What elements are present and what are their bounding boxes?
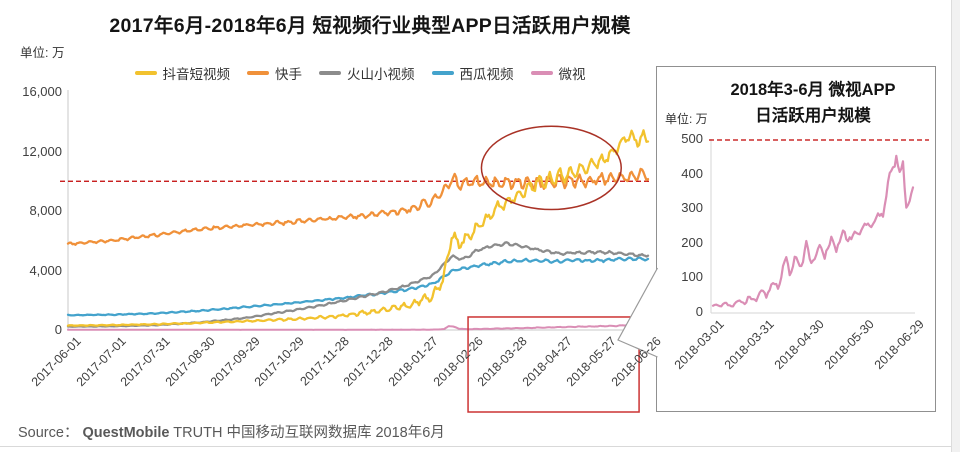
source-line: Source： QuestMobile TRUTH 中国移动互联网数据库 201… bbox=[18, 421, 445, 442]
page-right-edge bbox=[951, 0, 960, 452]
legend-swatch-huoshan bbox=[319, 71, 341, 75]
inset-y-tick-label: 100 bbox=[681, 269, 703, 285]
legend-item-weishi: 微视 bbox=[530, 63, 586, 83]
inset-y-tick-label: 0 bbox=[695, 304, 703, 319]
series-line-weishi bbox=[67, 322, 649, 331]
series-line-weishi-inset bbox=[711, 154, 915, 308]
legend-label: 火山小视频 bbox=[347, 67, 415, 82]
legend-item-douyin: 抖音短视频 bbox=[134, 63, 231, 83]
inset-panel: 2018年3-6月 微视APP 日活跃用户规模 单位: 万 0 100 200 300… bbox=[656, 66, 936, 412]
inset-y-tick-label: 500 bbox=[681, 131, 703, 146]
legend-label: 微视 bbox=[558, 67, 586, 82]
y-tick-label: 4,000 bbox=[29, 262, 62, 278]
inset-y-tick-label: 200 bbox=[681, 234, 703, 250]
y-tick-label: 12,000 bbox=[22, 143, 62, 159]
inset-title-line2: 日活跃用户规模 bbox=[755, 107, 871, 125]
source-prefix: Source： bbox=[18, 425, 79, 441]
inset-chart-svg bbox=[709, 139, 929, 314]
legend-label: 抖音短视频 bbox=[162, 67, 231, 82]
series-line-douyin bbox=[66, 129, 650, 327]
inset-title: 2018年3-6月 微视APP 日活跃用户规模 bbox=[699, 77, 927, 129]
legend-label: 快手 bbox=[275, 67, 302, 82]
page-title: 2017年6月-2018年6月 短视频行业典型APP日活跃用户规模 bbox=[109, 15, 631, 37]
y-tick-label: 8,000 bbox=[29, 203, 62, 218]
legend-label: 西瓜视频 bbox=[459, 67, 514, 82]
inset-title-line1: 2018年3-6月 微视APP bbox=[730, 81, 896, 99]
y-tick-label: 0 bbox=[54, 322, 62, 337]
series-line-kuaishou bbox=[66, 167, 650, 246]
y-tick-label: 16,000 bbox=[22, 84, 62, 99]
highlight-rect bbox=[467, 316, 640, 413]
legend-swatch-douyin bbox=[134, 71, 157, 75]
highlight-ellipse bbox=[480, 125, 622, 211]
legend-item-huoshan: 火山小视频 bbox=[319, 63, 415, 83]
legend-item-kuaishou: 快手 bbox=[247, 63, 302, 83]
inset-y-tick-label: 400 bbox=[681, 165, 703, 181]
page-bottom-edge bbox=[0, 446, 951, 452]
legend-swatch-weishi bbox=[530, 71, 553, 75]
series-line-xigua bbox=[66, 256, 650, 317]
inset-unit-label: 单位: 万 bbox=[665, 112, 708, 126]
source-suffix: TRUTH 中国移动互联网数据库 2018年6月 bbox=[173, 425, 445, 441]
legend-item-xigua: 西瓜视频 bbox=[431, 63, 514, 83]
source-brand: QuestMobile bbox=[82, 425, 170, 441]
legend: 抖音短视频 快手 火山小视频 西瓜视频 微视 bbox=[70, 63, 650, 83]
legend-swatch-xigua bbox=[431, 71, 454, 75]
legend-swatch-kuaishou bbox=[247, 71, 269, 75]
unit-label: 单位: 万 bbox=[20, 46, 65, 60]
inset-y-tick-label: 300 bbox=[681, 200, 703, 216]
